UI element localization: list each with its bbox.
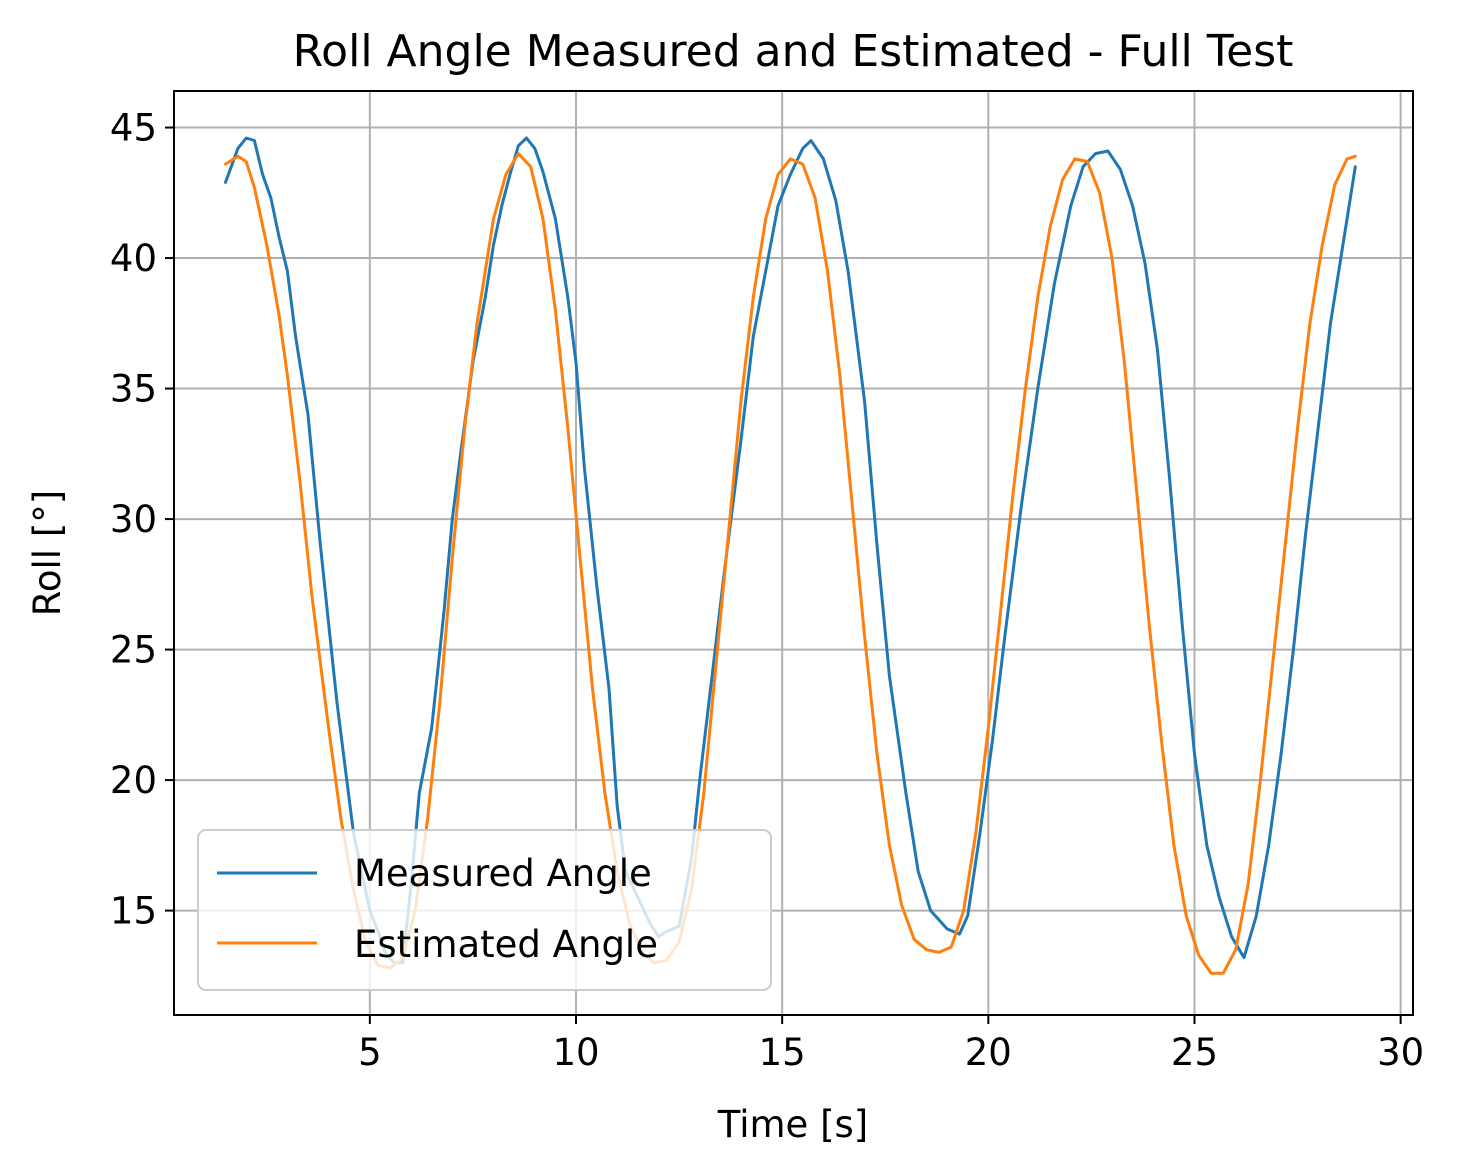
y-tick-label: 15 bbox=[110, 890, 157, 933]
y-tick-label: 40 bbox=[110, 237, 157, 280]
y-axis-ticks: 15 20 25 30 35 40 45 bbox=[110, 107, 174, 933]
x-tick-label: 5 bbox=[358, 1031, 382, 1074]
legend: Measured Angle Estimated Angle bbox=[197, 829, 772, 991]
x-tick-label: 25 bbox=[1171, 1031, 1218, 1074]
y-tick-label: 45 bbox=[110, 107, 157, 150]
chart-title: Roll Angle Measured and Estimated - Full… bbox=[293, 26, 1294, 77]
legend-label-measured: Measured Angle bbox=[354, 852, 652, 895]
x-axis-label: Time [s] bbox=[717, 1103, 868, 1146]
legend-box bbox=[197, 829, 772, 991]
x-tick-label: 20 bbox=[965, 1031, 1012, 1074]
y-axis-label: Roll [°] bbox=[26, 490, 69, 616]
y-tick-label: 20 bbox=[110, 759, 157, 802]
axes-frame bbox=[173, 90, 1414, 1016]
legend-label-estimated: Estimated Angle bbox=[354, 923, 658, 966]
y-tick-label: 25 bbox=[110, 629, 157, 672]
axes-border bbox=[173, 90, 1414, 1016]
grid-lines bbox=[174, 91, 1413, 1015]
x-tick-label: 15 bbox=[759, 1031, 806, 1074]
x-tick-label: 10 bbox=[552, 1031, 599, 1074]
y-tick-label: 35 bbox=[110, 368, 157, 411]
x-tick-label: 30 bbox=[1377, 1031, 1424, 1074]
y-tick-label: 30 bbox=[110, 498, 157, 541]
x-axis-ticks: 5 10 15 20 25 30 bbox=[358, 1015, 1424, 1074]
